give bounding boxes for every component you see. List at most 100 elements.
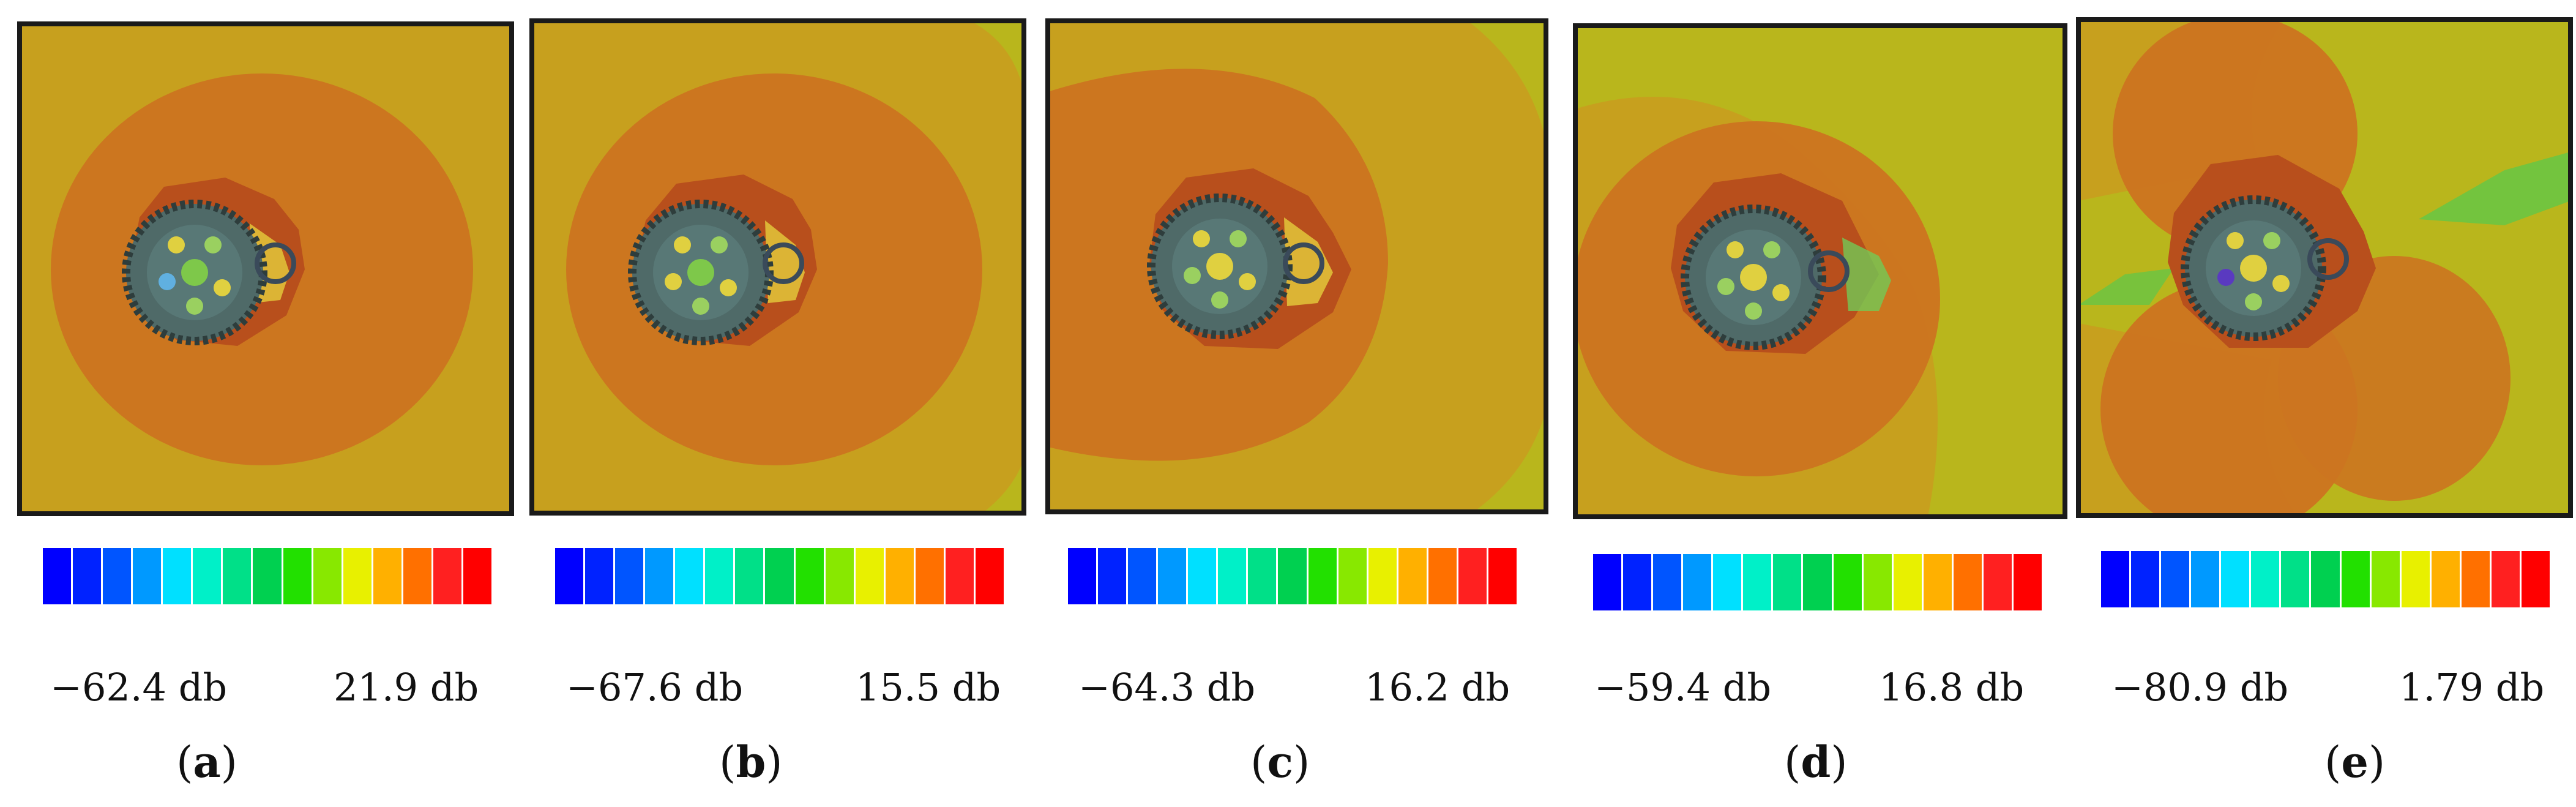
panel-e-green-beam	[2419, 152, 2570, 225]
panel-e-min-label: −80.9 db	[2111, 665, 2289, 710]
panel-a-gear-hole	[168, 236, 185, 253]
colorbar-cell	[555, 548, 586, 604]
colorbar-cell	[1188, 548, 1219, 604]
colorbar-cell	[2101, 551, 2132, 607]
colorbar-cell	[1833, 554, 1864, 610]
colorbar-cell	[1398, 548, 1428, 604]
colorbar-cell	[73, 548, 103, 604]
panel-c-gear-hole	[1230, 230, 1247, 247]
colorbar-cell	[2371, 551, 2402, 607]
colorbar-cell	[2431, 551, 2462, 607]
panel-e-green-beam	[2078, 268, 2174, 305]
colorbar-cell	[1248, 548, 1279, 604]
colorbar-cell	[675, 548, 706, 604]
colorbar-cell	[1953, 554, 1984, 610]
colorbar-cell	[1863, 554, 1894, 610]
colorbar-cell	[1458, 548, 1488, 604]
colorbar-cell	[1128, 548, 1159, 604]
panel-b-min-label: −67.6 db	[566, 665, 744, 710]
colorbar-cell	[313, 548, 343, 604]
colorbar-cell	[1923, 554, 1954, 610]
panel-e-small-gear	[2307, 238, 2349, 280]
colorbar-cell	[223, 548, 253, 604]
colorbar-cell	[103, 548, 133, 604]
colorbar-cell	[1368, 548, 1398, 604]
colorbar-cell	[283, 548, 313, 604]
colorbar-cell	[825, 548, 856, 604]
panel-c-gear-hole	[1184, 267, 1201, 284]
colorbar-cell	[1683, 554, 1714, 610]
colorbar-cell	[1623, 554, 1654, 610]
panel-d-colorbar	[1593, 554, 2042, 610]
panel-d-gear-hole	[1763, 241, 1780, 258]
panel-b-outer-lobe	[982, 459, 1024, 513]
panel-c-small-gear	[1283, 242, 1324, 284]
colorbar-cell	[253, 548, 283, 604]
panel-d-gear-hole	[1745, 302, 1762, 320]
panel-a-gear-hole	[214, 279, 231, 296]
panel-c-colorbar	[1068, 548, 1517, 604]
panel-c-gear-hole	[1211, 291, 1228, 309]
colorbar-cell	[1158, 548, 1189, 604]
colorbar-cell	[2401, 551, 2432, 607]
colorbar-cell	[2341, 551, 2372, 607]
colorbar-cell	[765, 548, 796, 604]
colorbar-cell	[1593, 554, 1624, 610]
colorbar-cell	[1803, 554, 1834, 610]
panel-d-caption-letter: d	[1801, 737, 1831, 787]
colorbar-cell	[1308, 548, 1338, 604]
colorbar-cell	[2191, 551, 2222, 607]
colorbar-cell	[403, 548, 433, 604]
colorbar-cell	[1893, 554, 1924, 610]
panel-b-frame	[529, 18, 1026, 516]
colorbar-cell	[463, 548, 491, 604]
panel-b-gear-center	[687, 259, 714, 286]
colorbar-cell	[1653, 554, 1684, 610]
colorbar-cell	[1278, 548, 1309, 604]
panel-c-gear-hole	[1193, 230, 1210, 247]
colorbar-cell	[1773, 554, 1804, 610]
panel-b-small-gear	[763, 242, 804, 284]
colorbar-cell	[915, 548, 946, 604]
panel-c-gear-hole	[1239, 273, 1256, 290]
panel-a-gear-hole	[186, 298, 203, 315]
panel-b-caption: (b)	[719, 737, 783, 787]
panel-a-gear-hole	[159, 273, 176, 290]
panel-e-gear-hole	[2272, 275, 2290, 292]
panel-b-gear-hole	[665, 273, 682, 290]
colorbar-cell	[1068, 548, 1099, 604]
panel-e-caption-letter: e	[2341, 737, 2369, 787]
panel-b-gear-hole	[720, 279, 737, 296]
panel-b-max-label: 15.5 db	[856, 665, 1001, 710]
panel-e-frame	[2076, 17, 2573, 518]
panel-d-gear-hole	[1717, 278, 1734, 295]
panel-d-max-label: 16.8 db	[1879, 665, 2025, 710]
panel-b-gear-hole	[711, 236, 728, 253]
colorbar-cell	[373, 548, 403, 604]
panel-c-hot-spot	[1284, 217, 1333, 306]
panel-a-caption-letter: a	[193, 737, 221, 787]
colorbar-cell	[1218, 548, 1249, 604]
colorbar-cell	[2221, 551, 2252, 607]
colorbar-cell	[2311, 551, 2342, 607]
panel-c-field-plot	[1045, 18, 1548, 514]
colorbar-cell	[163, 548, 193, 604]
panel-e-colorbar	[2101, 551, 2550, 607]
panel-e-caption: (e)	[2324, 737, 2386, 787]
panel-b-field-plot	[529, 18, 1026, 516]
panel-b-gear-hole	[674, 236, 691, 253]
colorbar-cell	[945, 548, 976, 604]
colorbar-cell	[43, 548, 73, 604]
colorbar-cell	[795, 548, 826, 604]
panel-c-outer-lobe	[1474, 410, 1546, 512]
panel-a-field-plot	[17, 21, 514, 516]
colorbar-cell	[645, 548, 676, 604]
colorbar-cell	[585, 548, 616, 604]
panel-a-gear-center	[181, 259, 208, 286]
panel-d-min-label: −59.4 db	[1594, 665, 1772, 710]
panel-d-small-gear	[1808, 250, 1850, 292]
colorbar-cell	[2461, 551, 2492, 607]
colorbar-cell	[2013, 554, 2042, 610]
colorbar-cell	[1428, 548, 1458, 604]
colorbar-cell	[433, 548, 463, 604]
